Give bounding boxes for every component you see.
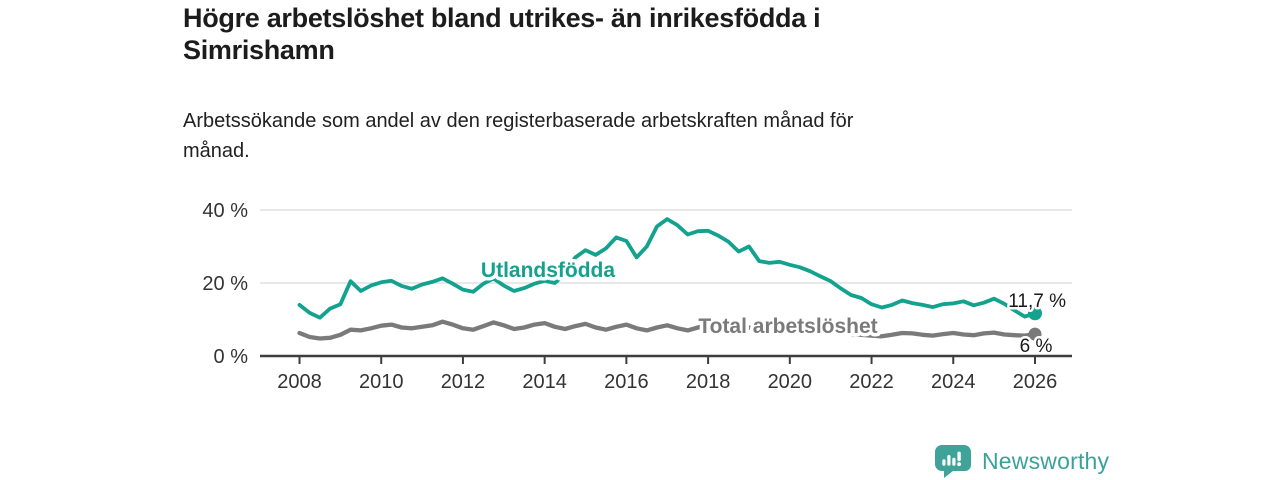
end-dot-utlandsfodda: [1027, 306, 1042, 321]
chart-labels: 0 % 20 % 40 % 2008 2010 2012 2014 2016 2018 2020 2…: [202, 200, 1068, 393]
series-lines: [297, 217, 1042, 341]
x-axis-tick-label: 2022: [849, 371, 894, 393]
x-axis-tick-label: 2008: [277, 371, 322, 393]
y-axis-tick-label: 20 %: [202, 273, 248, 295]
series-line-total-arbetsloshet: [297, 319, 1038, 341]
end-value-label-total-arbetsloshet: 6 %: [1020, 336, 1053, 357]
x-axis-tick-label: 2026: [1013, 371, 1058, 393]
y-axis-tick-label: 40 %: [202, 200, 248, 222]
series-line-utlandsfodda: [297, 217, 1037, 320]
end-dot-total-arbetsloshet: [1028, 327, 1042, 341]
end-value-label-utlandsfodda: 11,7 %: [1008, 291, 1066, 312]
chart-header: Högre arbetslöshet bland utrikes- än inr…: [183, 2, 1043, 166]
bar-chart-speech-bubble-icon: [935, 445, 971, 478]
brand-name: Newsworthy: [982, 447, 1110, 474]
x-axis-tick-label: 2020: [768, 371, 813, 393]
chart-subtitle-line1: Arbetssökande som andel av den registerb…: [183, 110, 854, 132]
y-axis-tick-label: 0 %: [214, 346, 249, 368]
chart-title: Högre arbetslöshet bland utrikes- än inr…: [183, 2, 1043, 66]
x-axis: [260, 354, 1072, 364]
series-label-total-arbetsloshet: Total arbetslöshet: [698, 315, 877, 338]
chart-title-line2: Simrishamn: [183, 35, 335, 65]
x-axis-tick-label: 2014: [522, 371, 567, 393]
chart-subtitle-line2: månad.: [183, 140, 250, 162]
x-axis-tick-label: 2018: [686, 371, 731, 393]
series-label-utlandsfodda: Utlandsfödda: [481, 259, 615, 282]
chart-title-line1: Högre arbetslöshet bland utrikes- än inr…: [183, 3, 821, 33]
newsworthy-brand: Newsworthy: [934, 444, 1109, 478]
x-axis-tick-label: 2010: [359, 371, 404, 393]
chart-subtitle: Arbetssökande som andel av den registerb…: [183, 106, 1043, 166]
x-axis-tick-label: 2024: [931, 371, 976, 393]
x-axis-tick-label: 2012: [441, 371, 486, 393]
x-axis-tick-label: 2016: [604, 371, 649, 393]
